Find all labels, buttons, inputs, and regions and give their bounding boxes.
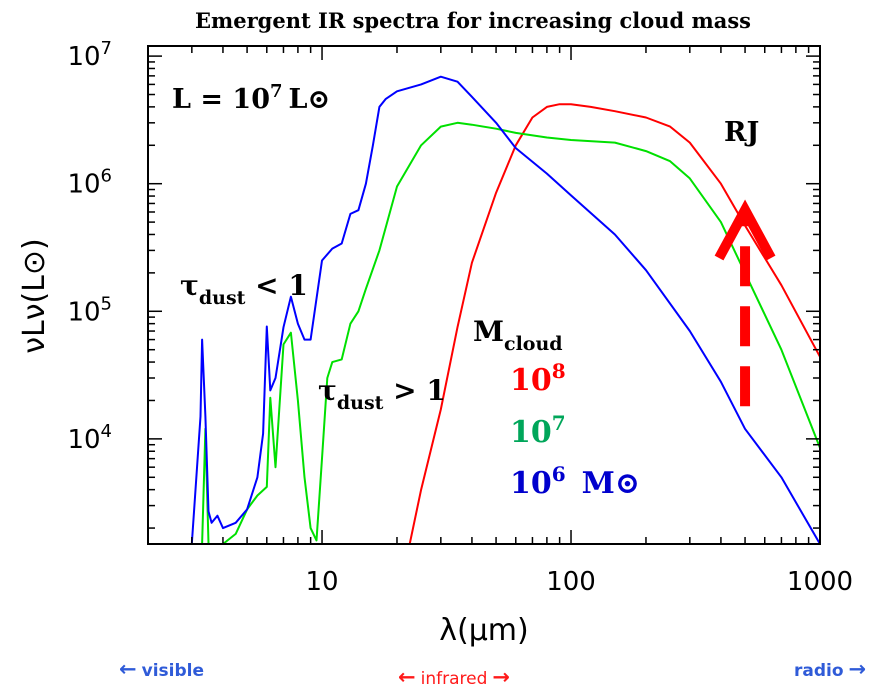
nav-visible-label: visible	[142, 661, 204, 681]
y-tick-label: 104	[67, 421, 112, 455]
tau-thick-rel: > 1	[383, 374, 445, 407]
mass-unit: M⊙	[582, 466, 640, 501]
y-tick-label: 105	[67, 293, 112, 327]
mass-1e7-base: 10	[510, 415, 552, 450]
mcloud-symbol: M	[473, 315, 504, 348]
tau-thin-annotation: τdust < 1	[180, 269, 308, 309]
plot-frame	[147, 45, 821, 545]
mass-1e8-base: 10	[510, 363, 552, 398]
y-axis-label: νLν(L⊙)	[17, 238, 52, 354]
arrow-left-icon: ←	[119, 657, 137, 681]
mass-label-1e7: 107	[510, 411, 566, 450]
luminosity-annotation: L = 107 L⊙	[172, 81, 330, 115]
rj-arrow-head	[714, 199, 776, 261]
tau-thick-sub: dust	[337, 392, 384, 414]
rj-arrow-icon	[714, 199, 776, 407]
tau-thin-sub: dust	[199, 287, 246, 309]
luminosity-label: L = 10	[172, 84, 270, 115]
mass-1e6-base: 10	[510, 466, 552, 501]
tau-thin-rel: < 1	[245, 269, 307, 302]
mass-1e7-exp: 7	[552, 411, 566, 435]
x-tick-labels: 10 100 1000	[305, 567, 853, 597]
mcloud-sub: cloud	[504, 333, 563, 355]
mass-label-1e8: 108	[510, 359, 566, 398]
mcloud-label: Mcloud	[473, 315, 563, 355]
arrow-right-icon: →	[849, 657, 867, 681]
arrow-right-icon: →	[492, 665, 510, 689]
mass-1e8-exp: 8	[552, 359, 566, 383]
chart-title: Emergent IR spectra for increasing cloud…	[195, 8, 751, 33]
nav-radio: radio →	[794, 657, 866, 681]
arrow-left-icon: ←	[398, 665, 416, 689]
x-axis-label: λ(μm)	[439, 613, 528, 648]
mass-label-1e6: 106 M⊙	[510, 462, 640, 501]
tau-thick-symbol: τ	[318, 374, 337, 407]
x-tick-label: 1000	[787, 567, 853, 597]
x-tick-label: 100	[546, 567, 596, 597]
y-tick-labels: 104 105 106 107	[67, 38, 112, 455]
y-tick-label: 106	[67, 166, 112, 200]
series-line-0	[408, 103, 820, 544]
nav-visible: ← visible	[119, 657, 204, 681]
series-layer	[190, 75, 820, 544]
luminosity-exp: 7	[270, 81, 283, 102]
nav-infrared-label: infrared	[421, 669, 488, 689]
mass-1e6-exp: 6	[552, 462, 566, 486]
luminosity-unit: L⊙	[289, 84, 331, 115]
tau-thin-symbol: τ	[180, 269, 199, 302]
x-tick-label: 10	[305, 567, 338, 597]
rj-label: RJ	[724, 117, 759, 148]
nav-radio-label: radio	[794, 661, 844, 681]
y-tick-label: 107	[67, 38, 112, 72]
nav-infrared: ← infrared →	[398, 665, 510, 689]
series-line-2	[190, 75, 820, 544]
tau-thick-annotation: τdust > 1	[318, 374, 446, 414]
ticks-layer	[147, 46, 821, 544]
